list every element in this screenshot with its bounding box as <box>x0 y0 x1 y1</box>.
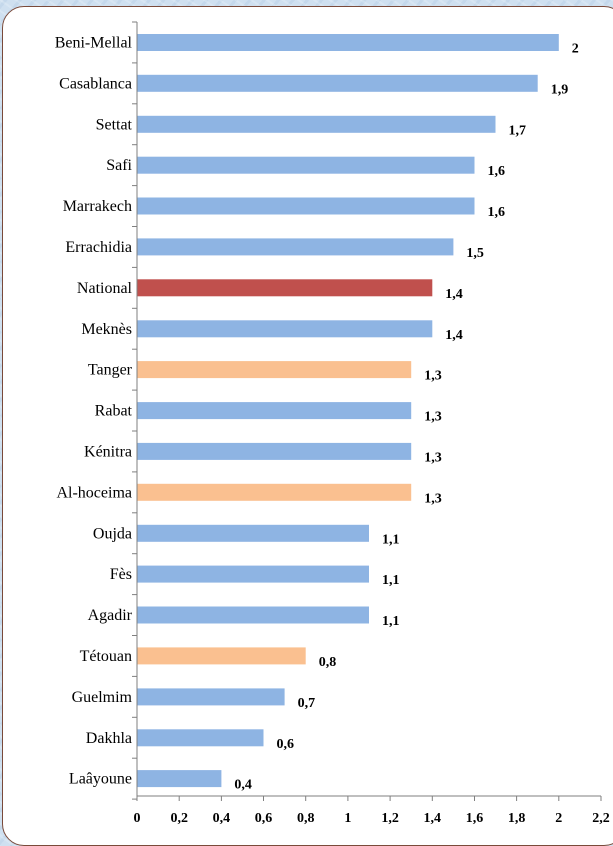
bar-12 <box>137 525 369 542</box>
category-label-16: Guelmim <box>72 689 133 706</box>
category-label-13: Fès <box>110 566 132 583</box>
value-label-16: 0,7 <box>298 696 316 711</box>
category-labels: Beni-Mellal Casablanca Settat Safi Marrakech… <box>55 35 133 788</box>
value-label-3: 1,6 <box>488 164 506 179</box>
value-label-13: 1,1 <box>382 573 400 588</box>
x-tick-label-5: 1 <box>344 811 351 826</box>
category-label-1: Casablanca <box>59 75 132 92</box>
bar-1 <box>137 75 538 92</box>
bar-7 <box>137 320 432 337</box>
value-label-15: 0,8 <box>319 655 337 670</box>
x-tick-label-10: 2 <box>555 811 562 826</box>
x-tick-label-7: 1,4 <box>424 811 442 826</box>
bar-0 <box>137 34 559 51</box>
value-label-11: 1,3 <box>424 491 442 506</box>
value-label-12: 1,1 <box>382 532 400 547</box>
x-tick-label-8: 1,6 <box>466 811 484 826</box>
x-tick-label-6: 1,2 <box>381 811 399 826</box>
value-label-7: 1,4 <box>445 328 463 343</box>
category-label-10: Kénitra <box>84 443 132 460</box>
category-label-11: Al-hoceima <box>56 484 132 501</box>
bar-15 <box>137 647 306 664</box>
bar-17 <box>137 729 264 746</box>
x-tick-label-3: 0,6 <box>255 811 273 826</box>
x-tick-label-4: 0,8 <box>297 811 315 826</box>
bar-4 <box>137 198 475 215</box>
value-label-9: 1,3 <box>424 410 442 425</box>
bar-18 <box>137 770 221 787</box>
value-label-8: 1,3 <box>424 369 442 384</box>
x-tick-label-9: 1,8 <box>508 811 526 826</box>
category-label-8: Tanger <box>88 362 133 379</box>
bar-2 <box>137 116 496 133</box>
bar-10 <box>137 443 411 460</box>
category-label-5: Errachidia <box>65 239 132 256</box>
category-label-14: Agadir <box>88 607 133 624</box>
bar-6 <box>137 279 432 296</box>
value-label-2: 1,7 <box>509 123 527 138</box>
value-label-17: 0,6 <box>277 737 295 752</box>
value-label-10: 1,3 <box>424 450 442 465</box>
value-label-6: 1,4 <box>445 287 463 302</box>
bars-group <box>137 34 559 787</box>
category-label-15: Tétouan <box>80 648 132 665</box>
x-axis-ticks: 0 0,2 0,4 0,6 0,8 1 1,2 1,4 1,6 1,8 2 2,2 <box>134 796 610 826</box>
x-tick-label-1: 0,2 <box>170 811 188 826</box>
value-label-14: 1,1 <box>382 614 400 629</box>
value-label-4: 1,6 <box>488 205 506 220</box>
bar-8 <box>137 361 411 378</box>
category-label-9: Rabat <box>95 403 133 420</box>
category-label-17: Dakhla <box>86 730 132 747</box>
bar-13 <box>137 566 369 583</box>
category-label-7: Meknès <box>81 321 132 338</box>
bar-16 <box>137 688 285 705</box>
x-tick-label-2: 0,4 <box>213 811 231 826</box>
value-label-18: 0,4 <box>234 778 252 793</box>
value-label-1: 1,9 <box>551 82 569 97</box>
category-label-2: Settat <box>96 116 133 133</box>
bar-11 <box>137 484 411 501</box>
bar-9 <box>137 402 411 419</box>
category-label-3: Safi <box>106 157 132 174</box>
category-label-6: National <box>77 280 133 297</box>
value-label-0: 2 <box>572 42 579 57</box>
category-label-4: Marrakech <box>63 198 132 215</box>
bar-5 <box>137 238 453 255</box>
bar-14 <box>137 607 369 624</box>
value-label-5: 1,5 <box>466 246 484 261</box>
bar-3 <box>137 157 475 174</box>
x-tick-label-0: 0 <box>134 811 141 826</box>
category-label-18: Laâyoune <box>69 771 132 788</box>
x-tick-label-11: 2,2 <box>592 811 610 826</box>
category-label-12: Oujda <box>93 525 132 542</box>
category-label-0: Beni-Mellal <box>55 35 133 52</box>
